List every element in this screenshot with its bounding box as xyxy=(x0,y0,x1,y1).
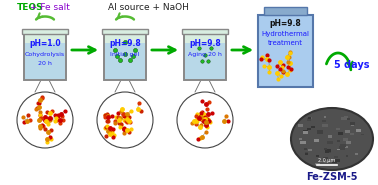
FancyBboxPatch shape xyxy=(336,128,340,130)
Ellipse shape xyxy=(17,92,73,148)
FancyBboxPatch shape xyxy=(311,126,314,128)
FancyBboxPatch shape xyxy=(344,116,348,118)
Text: treatment: treatment xyxy=(268,40,303,46)
FancyBboxPatch shape xyxy=(104,30,146,80)
FancyBboxPatch shape xyxy=(298,124,303,127)
Text: TEOS: TEOS xyxy=(17,3,43,11)
FancyBboxPatch shape xyxy=(22,29,68,34)
FancyBboxPatch shape xyxy=(338,132,343,135)
FancyBboxPatch shape xyxy=(350,124,355,126)
FancyBboxPatch shape xyxy=(324,161,327,162)
FancyBboxPatch shape xyxy=(341,117,347,120)
FancyBboxPatch shape xyxy=(328,152,330,153)
FancyBboxPatch shape xyxy=(24,30,66,80)
FancyBboxPatch shape xyxy=(317,130,322,134)
FancyBboxPatch shape xyxy=(334,156,338,159)
FancyBboxPatch shape xyxy=(324,116,325,118)
FancyBboxPatch shape xyxy=(303,131,308,134)
FancyArrowPatch shape xyxy=(72,47,95,53)
FancyBboxPatch shape xyxy=(264,7,307,15)
FancyBboxPatch shape xyxy=(322,120,327,122)
Text: pH=1.0: pH=1.0 xyxy=(29,38,61,48)
FancyBboxPatch shape xyxy=(299,138,302,140)
FancyBboxPatch shape xyxy=(184,30,226,80)
FancyBboxPatch shape xyxy=(258,15,313,87)
Ellipse shape xyxy=(177,92,233,148)
Text: Hydrothermal: Hydrothermal xyxy=(262,31,310,37)
FancyBboxPatch shape xyxy=(332,161,336,163)
FancyBboxPatch shape xyxy=(345,130,350,132)
FancyBboxPatch shape xyxy=(308,117,311,119)
FancyBboxPatch shape xyxy=(324,150,329,153)
FancyBboxPatch shape xyxy=(322,124,328,127)
FancyBboxPatch shape xyxy=(316,155,319,157)
FancyBboxPatch shape xyxy=(182,29,228,34)
FancyBboxPatch shape xyxy=(350,122,355,125)
Ellipse shape xyxy=(291,108,373,170)
FancyBboxPatch shape xyxy=(102,29,148,34)
FancyBboxPatch shape xyxy=(341,144,346,147)
Text: 20 h: 20 h xyxy=(38,60,52,65)
Text: Cohydrolysis: Cohydrolysis xyxy=(25,51,65,56)
FancyBboxPatch shape xyxy=(327,149,332,152)
Text: pH=9.8: pH=9.8 xyxy=(109,38,141,48)
Text: 5 days: 5 days xyxy=(334,60,370,70)
Text: 2.0 μm: 2.0 μm xyxy=(318,158,336,163)
FancyArrowPatch shape xyxy=(347,62,352,68)
FancyBboxPatch shape xyxy=(307,118,311,120)
Text: pH=9.8: pH=9.8 xyxy=(270,18,301,28)
Text: + Fe salt: + Fe salt xyxy=(30,3,70,11)
FancyBboxPatch shape xyxy=(304,148,307,150)
FancyBboxPatch shape xyxy=(305,152,308,153)
FancyBboxPatch shape xyxy=(346,155,349,157)
FancyBboxPatch shape xyxy=(335,159,340,162)
Ellipse shape xyxy=(97,92,153,148)
FancyArrowPatch shape xyxy=(232,47,250,53)
FancyBboxPatch shape xyxy=(347,118,350,120)
FancyBboxPatch shape xyxy=(342,138,347,141)
FancyBboxPatch shape xyxy=(334,161,336,163)
FancyBboxPatch shape xyxy=(305,153,308,155)
FancyBboxPatch shape xyxy=(350,133,354,135)
FancyBboxPatch shape xyxy=(324,148,327,150)
FancyBboxPatch shape xyxy=(308,149,312,151)
FancyBboxPatch shape xyxy=(327,141,333,144)
FancyBboxPatch shape xyxy=(314,139,319,142)
Text: Initial gel: Initial gel xyxy=(110,51,139,56)
FancyBboxPatch shape xyxy=(339,146,345,149)
FancyBboxPatch shape xyxy=(303,131,307,134)
FancyBboxPatch shape xyxy=(323,157,328,160)
FancyBboxPatch shape xyxy=(303,130,308,133)
FancyBboxPatch shape xyxy=(324,161,327,163)
FancyBboxPatch shape xyxy=(345,146,348,148)
FancyBboxPatch shape xyxy=(337,140,340,142)
Text: Al source + NaOH: Al source + NaOH xyxy=(108,3,189,11)
FancyBboxPatch shape xyxy=(307,128,311,130)
FancyBboxPatch shape xyxy=(25,43,65,79)
FancyBboxPatch shape xyxy=(315,163,320,165)
FancyBboxPatch shape xyxy=(301,141,306,144)
FancyBboxPatch shape xyxy=(356,129,361,132)
FancyBboxPatch shape xyxy=(337,149,339,150)
Text: Fe-ZSM-5: Fe-ZSM-5 xyxy=(306,172,358,182)
FancyBboxPatch shape xyxy=(361,134,364,135)
FancyBboxPatch shape xyxy=(309,117,312,119)
FancyArrowPatch shape xyxy=(152,47,175,53)
FancyBboxPatch shape xyxy=(185,43,225,79)
FancyBboxPatch shape xyxy=(355,153,358,154)
FancyBboxPatch shape xyxy=(356,154,358,155)
Text: pH=9.8: pH=9.8 xyxy=(189,38,221,48)
FancyBboxPatch shape xyxy=(346,141,351,144)
FancyBboxPatch shape xyxy=(328,135,332,138)
Text: Aging 20 h: Aging 20 h xyxy=(188,51,222,56)
FancyBboxPatch shape xyxy=(105,43,145,79)
